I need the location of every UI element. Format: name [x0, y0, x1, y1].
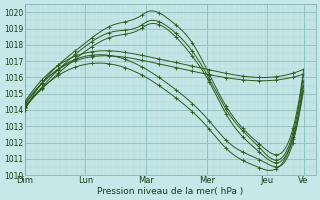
X-axis label: Pression niveau de la mer( hPa ): Pression niveau de la mer( hPa )	[97, 187, 244, 196]
